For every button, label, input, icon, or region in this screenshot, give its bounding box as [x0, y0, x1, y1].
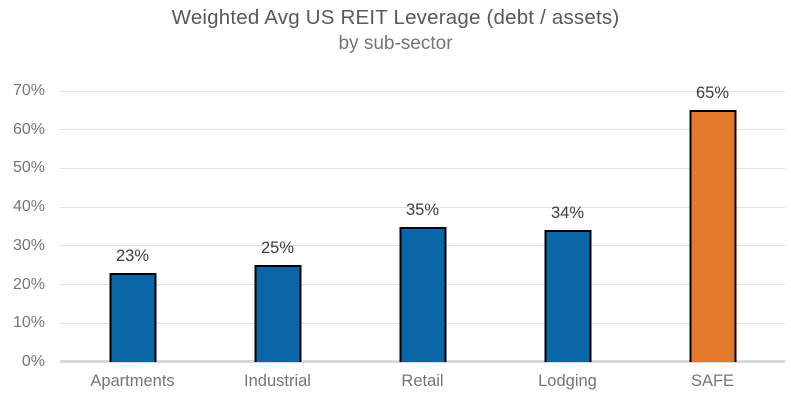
bar-slot: 35%	[350, 91, 495, 362]
y-tick-label: 60%	[12, 120, 45, 138]
bar-value-label: 25%	[260, 239, 295, 258]
bar-value-label: 34%	[550, 204, 585, 223]
bar-slot: 34%	[495, 91, 640, 362]
bar-safe	[689, 110, 736, 362]
x-axis: Apartments Industrial Retail Lodging SAFE	[60, 371, 785, 393]
x-tick-label-safe: SAFE	[690, 372, 735, 390]
y-tick-label: 30%	[12, 236, 45, 254]
bar-slot: 25%	[205, 91, 350, 362]
bar-slot: 65%	[640, 84, 785, 362]
y-tick-label: 10%	[12, 314, 45, 332]
bar-industrial	[254, 265, 301, 362]
bar-lodging	[544, 230, 591, 362]
y-tick-label: 50%	[12, 159, 45, 177]
x-tick-label-apartments: Apartments	[90, 372, 175, 390]
gridline	[60, 129, 785, 131]
y-axis: 0% 10% 20% 30% 40% 50% 60% 70%	[0, 83, 45, 370]
x-tick-label-retail: Retail	[401, 372, 444, 390]
x-tick-label-lodging: Lodging	[538, 372, 597, 390]
y-tick-label: 20%	[12, 275, 45, 293]
y-tick-label: 0%	[21, 353, 45, 370]
plot-area: 23% 25% 35% 34% 65%	[60, 84, 785, 363]
x-tick-label-industrial: Industrial	[244, 372, 311, 390]
y-tick-label: 40%	[12, 198, 45, 216]
gridline	[60, 167, 785, 169]
bar-retail	[399, 226, 446, 362]
bar-value-label: 23%	[115, 246, 150, 265]
bar-value-label: 65%	[695, 84, 730, 103]
gridline	[60, 90, 785, 92]
y-tick-label: 70%	[12, 82, 45, 99]
bar-value-label: 35%	[405, 200, 440, 219]
bar-apartments	[109, 272, 156, 362]
chart-subtitle: by sub-sector	[338, 33, 453, 54]
gridline	[60, 206, 785, 208]
chart-title: Weighted Avg US REIT Leverage (debt / as…	[171, 6, 620, 29]
bar-slot: 23%	[60, 91, 205, 362]
